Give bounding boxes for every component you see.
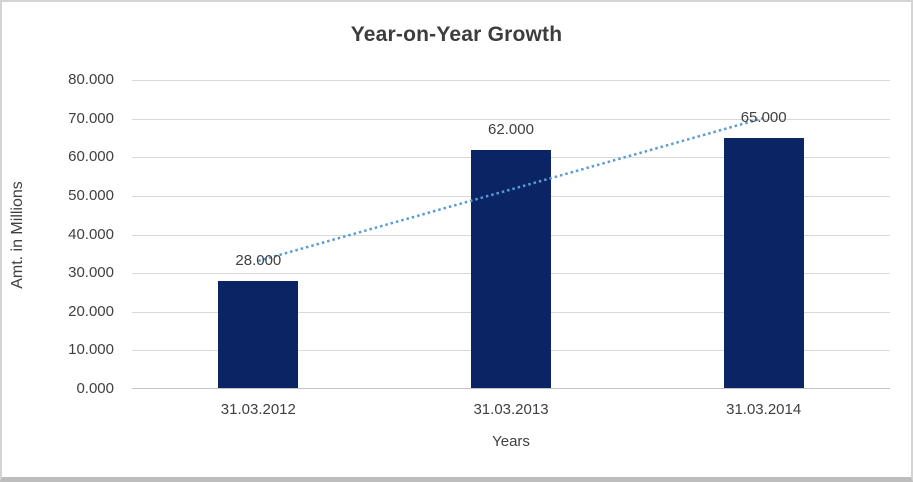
x-tick-label: 31.03.2013 — [473, 401, 549, 418]
y-tick-label: 60.000 — [68, 148, 114, 166]
y-tick-label: 10.000 — [68, 341, 114, 359]
plot-area: 28.000 62.000 65.000 — [132, 80, 890, 389]
x-axis-title: Years — [492, 433, 530, 450]
y-tick-label: 70.000 — [68, 109, 114, 127]
bar — [218, 280, 299, 388]
x-tick-label: 31.03.2014 — [726, 401, 802, 418]
bar-data-label: 65.000 — [740, 108, 787, 126]
y-tick-label: 0.000 — [76, 380, 114, 397]
y-tick-label: 50.000 — [68, 186, 114, 204]
x-axis-tick-labels: 31.03.2012 31.03.2013 31.03.2014 — [132, 401, 890, 421]
chart-title: Year-on-Year Growth — [350, 23, 563, 46]
bar-data-label: 62.000 — [488, 120, 534, 138]
y-tick-label: 20.000 — [68, 302, 114, 320]
gridline — [132, 118, 890, 120]
y-tick-label: 40.000 — [68, 225, 114, 243]
bar — [723, 137, 804, 388]
y-axis-tick-labels: 0.000 10.000 20.000 30.000 40.000 50.000 60.00… — [2, 71, 114, 397]
gridline — [132, 80, 890, 81]
y-tick-label: 80.000 — [68, 71, 114, 88]
x-tick-label: 31.03.2012 — [220, 401, 296, 418]
y-tick-label: 30.000 — [68, 264, 114, 282]
bar — [471, 149, 551, 388]
x-axis-line — [132, 388, 890, 389]
bar-data-label: 28.000 — [235, 251, 282, 269]
